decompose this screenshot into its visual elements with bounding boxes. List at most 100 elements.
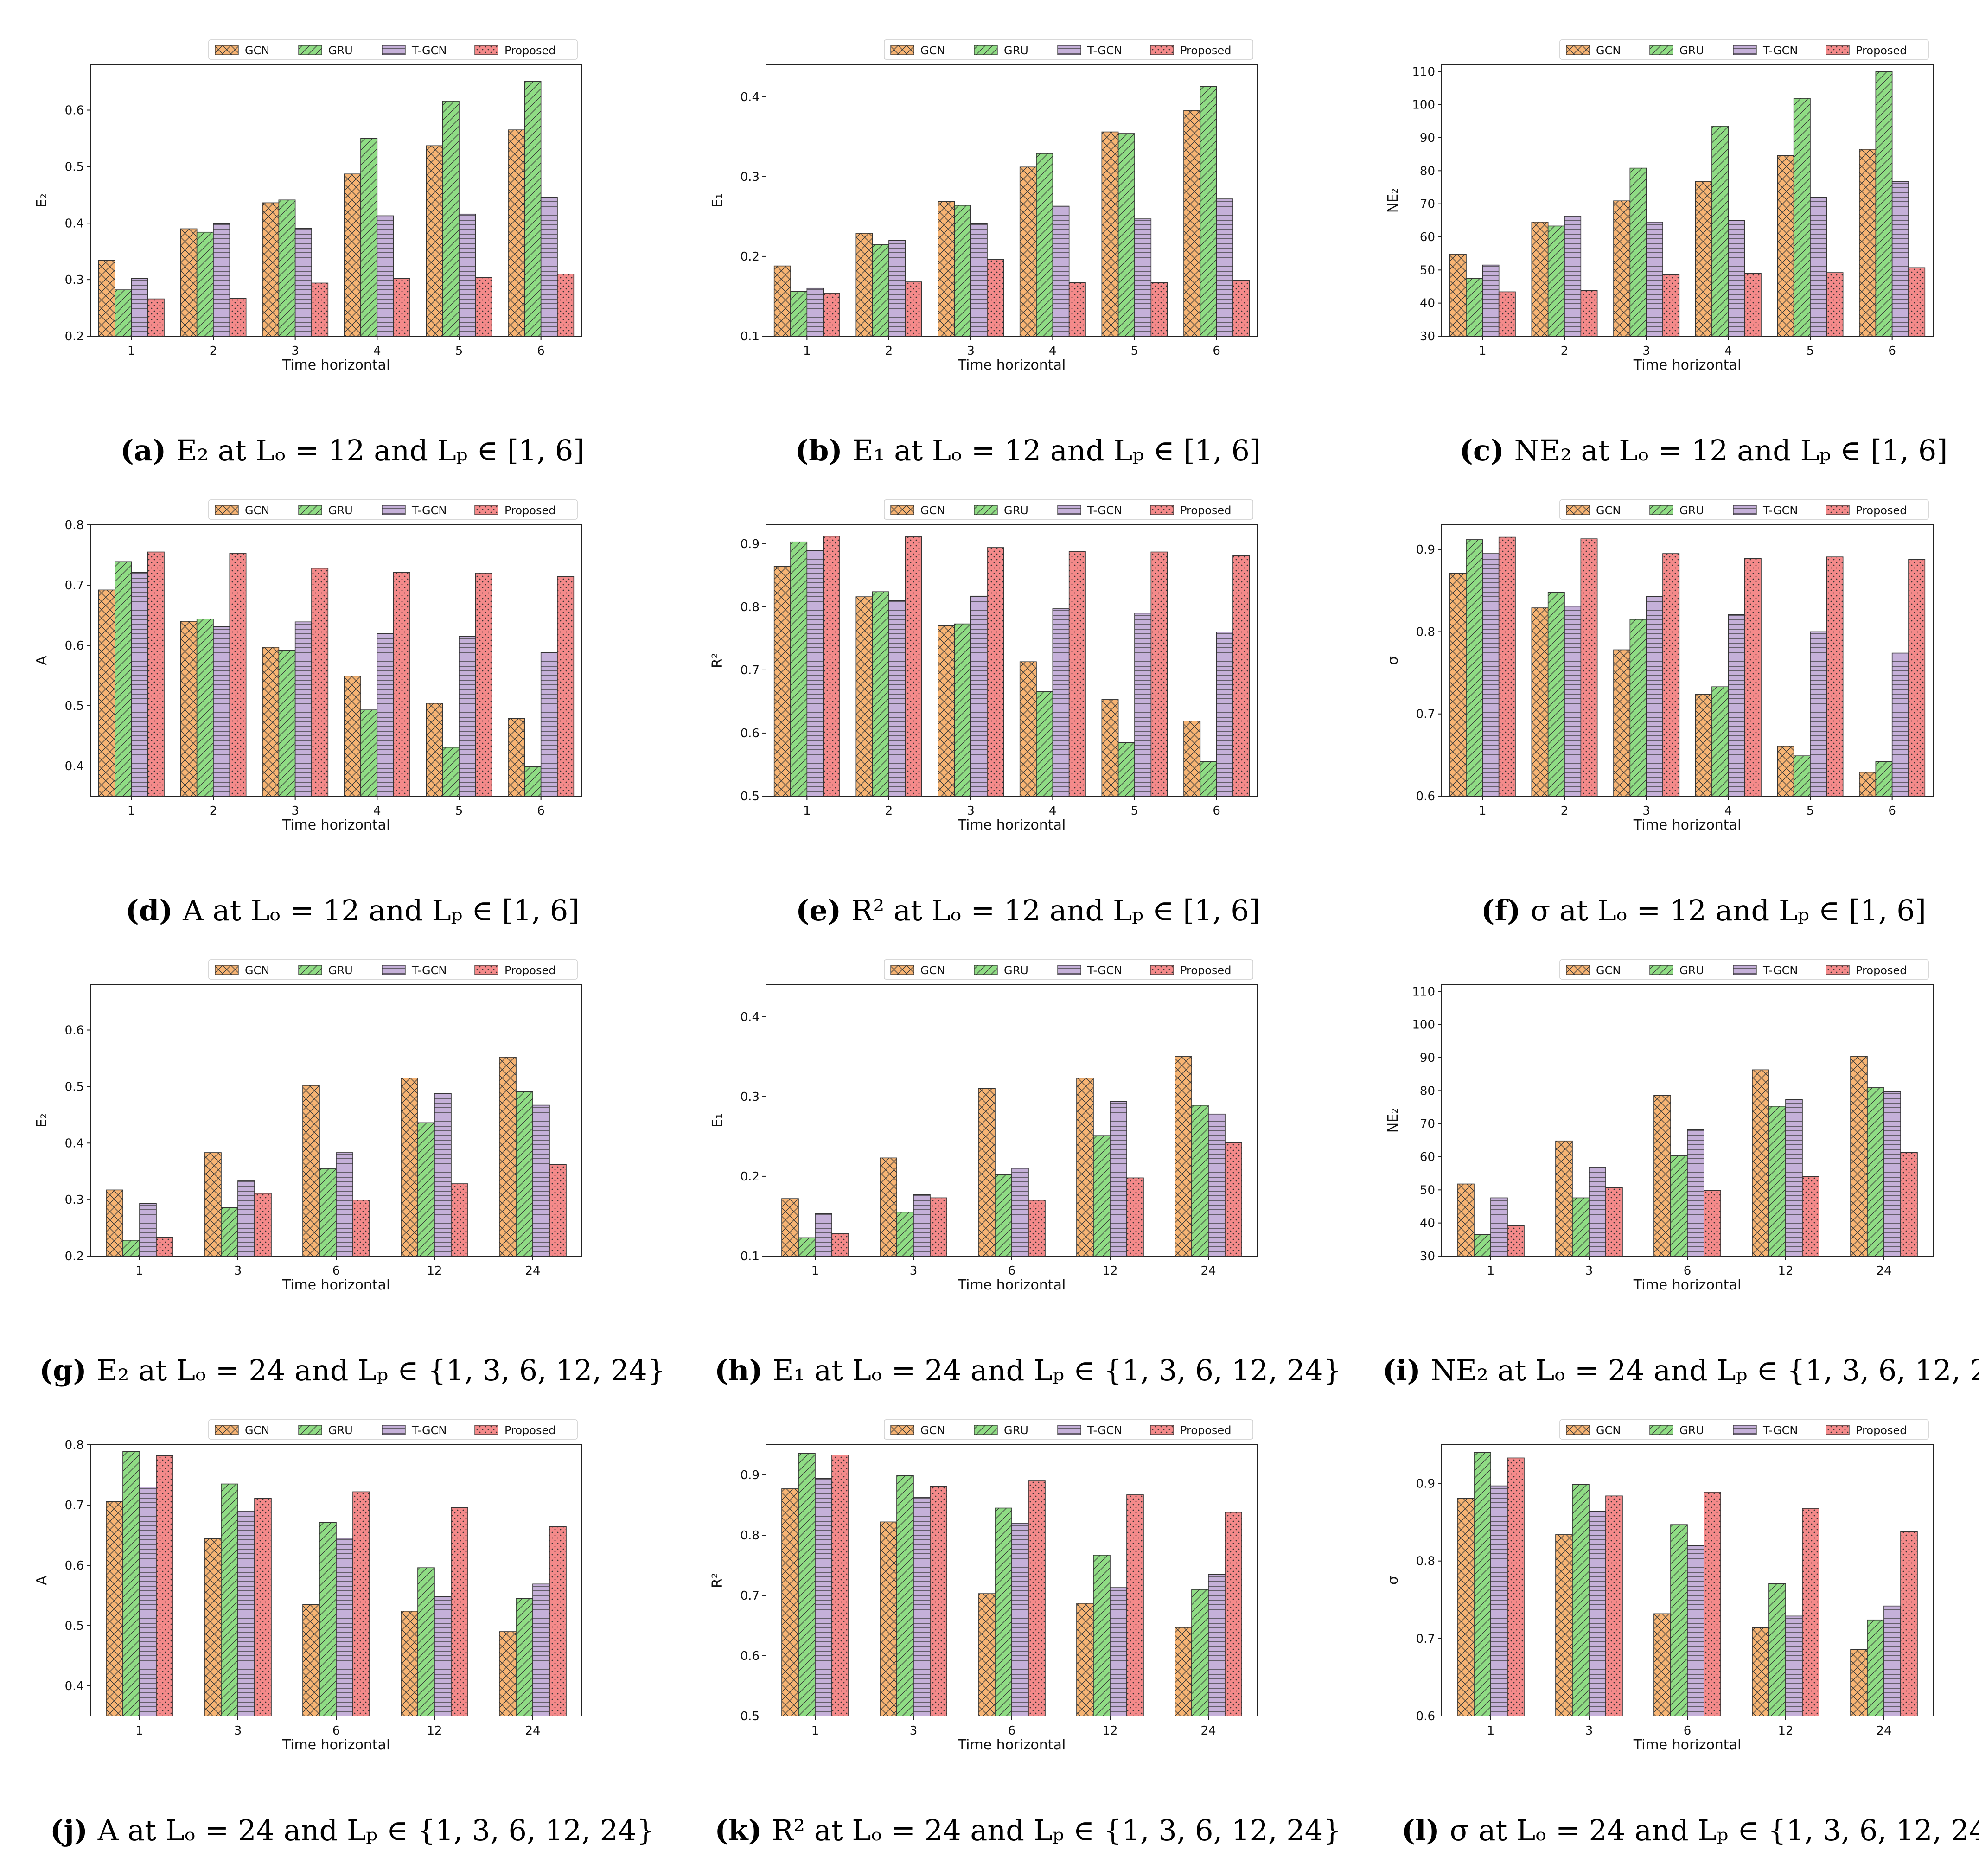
y-tick-label: 0.4	[741, 90, 760, 104]
x-tick-label: 24	[525, 1264, 540, 1278]
bar-gcn-4	[1019, 661, 1037, 797]
bar-proposed-1	[147, 551, 165, 797]
legend-label: Proposed	[1180, 44, 1232, 57]
bar-gcn-3	[1613, 200, 1631, 337]
y-tick-label: 0.7	[65, 579, 84, 593]
legend-label: T-GCN	[1087, 1424, 1122, 1437]
y-tick-label: 100	[1412, 98, 1435, 112]
bar-proposed-6	[1028, 1480, 1046, 1716]
y-tick-label: 0.4	[741, 1010, 760, 1024]
y-tick-label: 0.1	[741, 330, 760, 344]
bar-t-gcn-6	[1687, 1129, 1704, 1257]
bar-proposed-4	[1744, 273, 1762, 337]
bar-t-gcn-4	[1728, 614, 1745, 797]
y-tick-label: 90	[1420, 1051, 1435, 1065]
caption-label: (c)	[1459, 434, 1514, 467]
y-tick-label: 40	[1420, 297, 1435, 311]
bar-gru-6	[1670, 1155, 1688, 1257]
bar-proposed-2	[905, 536, 922, 797]
bar-gru-6	[319, 1168, 337, 1257]
caption-text: R² at Lₒ = 12 and Lₚ ∈ [1, 6]	[851, 893, 1260, 927]
bar-proposed-5	[1150, 282, 1168, 337]
x-tick-label: 5	[1131, 804, 1139, 818]
chart-panel-c: 30 40 50 60 70 80 90 100 110 NE₂ 1 2 3 4 5 6 Time horizo…	[1365, 37, 1979, 496]
caption-text: E₂ at Lₒ = 12 and Lₚ ∈ [1, 6]	[176, 434, 585, 467]
y-tick-label: 0.4	[65, 1679, 84, 1693]
y-tick-label: 0.6	[65, 1559, 84, 1573]
x-tick-label: 6	[332, 1724, 340, 1738]
y-tick-label: 0.1	[741, 1250, 760, 1263]
legend-swatch-t-gcn	[382, 505, 406, 515]
bar-gru-1	[115, 561, 132, 797]
bar-t-gcn-24	[1208, 1574, 1226, 1716]
bar-t-gcn-3	[913, 1194, 931, 1257]
legend-swatch-gru	[298, 505, 322, 515]
bar-t-gcn-3	[294, 621, 312, 797]
bar-gru-1	[1474, 1452, 1491, 1716]
bar-t-gcn-12	[1110, 1101, 1127, 1257]
legend-label: GCN	[1596, 964, 1621, 977]
plot-frame	[766, 64, 1258, 337]
bar-gru-24	[1191, 1589, 1209, 1716]
caption-text: NE₂ at Lₒ = 24 and Lₚ ∈ {1, 3, 6, 12, 24…	[1430, 1353, 1979, 1387]
bar-t-gcn-24	[1883, 1605, 1901, 1716]
x-axis-label: Time horizontal	[958, 1737, 1066, 1753]
chart-panel-d: 0.4 0.5 0.6 0.7 0.8 A 1 2 3 4 5 6 Time horizontal GCN…	[14, 497, 691, 956]
bar-gcn-1	[773, 566, 791, 797]
bar-gcn-1	[1449, 254, 1467, 337]
legend-swatch-gcn	[1566, 1425, 1590, 1435]
y-axis-label: σ	[1385, 1576, 1401, 1585]
bar-gcn-3	[204, 1152, 222, 1257]
legend-label: T-GCN	[411, 44, 447, 57]
bar-gru-24	[1867, 1619, 1884, 1716]
bar-gcn-24	[499, 1631, 517, 1716]
bar-gcn-24	[1175, 1056, 1192, 1257]
x-tick-label: 4	[1724, 804, 1732, 818]
caption-text: E₂ at Lₒ = 24 and Lₚ ∈ {1, 3, 6, 12, 24}	[96, 1353, 666, 1387]
legend-swatch-gru	[974, 965, 998, 975]
legend-swatch-proposed	[474, 965, 498, 975]
bar-gcn-3	[1555, 1140, 1573, 1257]
bar-gcn-6	[1859, 772, 1877, 797]
legend-label: GCN	[920, 964, 945, 977]
bar-gru-12	[1093, 1135, 1111, 1257]
bar-gru-4	[360, 138, 378, 337]
x-tick-label: 5	[1807, 804, 1814, 818]
x-axis-label: Time horizontal	[1633, 357, 1742, 373]
legend-label: T-GCN	[1087, 504, 1122, 517]
legend-swatch-proposed	[474, 505, 498, 515]
bar-gcn-4	[1019, 166, 1037, 337]
legend: GCN GRU T-GCN Proposed	[208, 39, 578, 60]
y-axis-label: E₁	[709, 193, 726, 208]
bar-proposed-24	[549, 1526, 567, 1716]
bar-t-gcn-1	[815, 1478, 832, 1716]
caption-label: (k)	[715, 1813, 772, 1847]
y-tick-label: 0.6	[65, 104, 84, 118]
bar-proposed-6	[557, 576, 575, 797]
bar-proposed-6	[1908, 267, 1926, 337]
legend-swatch-t-gcn	[382, 965, 406, 975]
bar-chart: 0.2 0.3 0.4 0.5 0.6 E₂ 1 2 3 4 5 6 Time horizontal GC…	[34, 39, 582, 373]
x-tick-label: 1	[803, 804, 811, 818]
y-tick-label: 80	[1420, 164, 1435, 178]
chart-panel-f: 0.6 0.7 0.8 0.9 σ 1 2 3 4 5 6 Time horizontal GCN GRU…	[1365, 497, 1979, 956]
bar-t-gcn-1	[1490, 1197, 1508, 1257]
bar-gru-12	[1093, 1555, 1111, 1716]
y-axis-label: σ	[1385, 656, 1401, 665]
y-tick-label: 0.7	[741, 664, 760, 677]
bar-t-gcn-6	[1891, 652, 1909, 797]
bar-gru-5	[1117, 133, 1135, 337]
bar-t-gcn-4	[1052, 205, 1070, 337]
bar-gcn-12	[401, 1610, 418, 1716]
bar-proposed-6	[1908, 559, 1926, 797]
x-tick-label: 3	[1585, 1264, 1593, 1278]
legend-label: Proposed	[1180, 1424, 1232, 1437]
bar-t-gcn-1	[1482, 264, 1500, 337]
bar-t-gcn-4	[377, 215, 394, 337]
legend-swatch-gcn	[215, 965, 239, 975]
bar-proposed-1	[156, 1237, 173, 1257]
bar-gru-1	[115, 289, 132, 337]
caption-label: (g)	[39, 1353, 97, 1387]
bar-gcn-6	[1653, 1613, 1671, 1716]
chart-panel-j: 0.4 0.5 0.6 0.7 0.8 A 1 3 6 12 24 Time horizontal GC…	[14, 1417, 691, 1876]
